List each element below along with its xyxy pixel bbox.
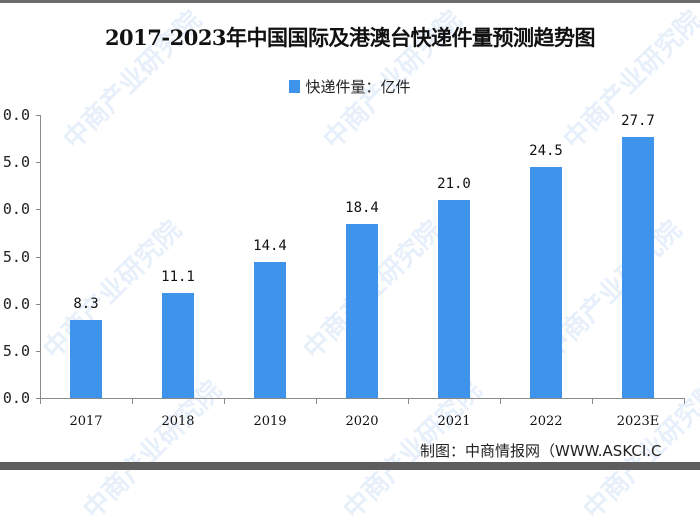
x-tick <box>40 398 41 404</box>
source-credit: 制图：中商情报网（WWW.ASKCI.C <box>420 442 662 460</box>
x-tick-label: 2018 <box>161 414 195 429</box>
top-border <box>0 0 700 3</box>
bar-2018 <box>162 293 194 398</box>
bar-2023E <box>622 137 654 398</box>
y-tick <box>36 398 41 399</box>
y-tick <box>36 115 41 116</box>
y-tick <box>36 209 41 210</box>
y-tick <box>36 257 41 258</box>
x-tick <box>684 398 685 404</box>
y-tick-label: 5.0 <box>2 153 30 171</box>
x-tick <box>592 398 593 404</box>
x-tick <box>132 398 133 404</box>
bar-value-label: 18.4 <box>345 200 379 216</box>
x-tick-label: 2021 <box>437 414 471 429</box>
x-tick-label: 2017 <box>69 414 103 429</box>
legend-swatch-icon <box>289 80 301 93</box>
bar-2022 <box>530 167 562 398</box>
legend-label: 快递件量：亿件 <box>305 78 411 96</box>
x-tick-label: 2019 <box>253 414 287 429</box>
y-tick-label: 5.0 <box>2 342 30 360</box>
bar-2019 <box>254 262 286 398</box>
bar-2017 <box>70 320 102 398</box>
bar-value-label: 14.4 <box>253 238 287 254</box>
y-tick-label: 0.0 <box>2 200 30 218</box>
x-tick-label: 2023E <box>616 414 660 429</box>
y-tick-label: 0.0 <box>2 106 30 124</box>
x-tick-label: 2022 <box>529 414 563 429</box>
x-tick <box>316 398 317 404</box>
bar-value-label: 8.3 <box>73 296 99 312</box>
y-tick <box>36 304 41 305</box>
chart-title: 2017-2023年中国国际及港澳台快递件量预测趋势图 <box>104 25 596 50</box>
bottom-border <box>0 462 700 470</box>
x-tick <box>224 398 225 404</box>
x-axis <box>40 398 684 399</box>
y-tick <box>36 162 41 163</box>
bar-2020 <box>346 224 378 398</box>
bar-value-label: 21.0 <box>437 176 471 192</box>
bar-value-label: 11.1 <box>161 269 195 285</box>
bar-2021 <box>438 200 470 398</box>
legend: 快递件量：亿件 <box>0 76 700 97</box>
y-tick-label: 0.0 <box>2 295 30 313</box>
x-tick-label: 2020 <box>345 414 379 429</box>
y-tick-label: 5.0 <box>2 248 30 266</box>
y-tick <box>36 351 41 352</box>
y-tick-label: 0.0 <box>2 389 30 407</box>
bar-value-label: 27.7 <box>621 113 655 129</box>
x-tick <box>408 398 409 404</box>
x-tick <box>500 398 501 404</box>
bar-value-label: 24.5 <box>529 143 563 159</box>
